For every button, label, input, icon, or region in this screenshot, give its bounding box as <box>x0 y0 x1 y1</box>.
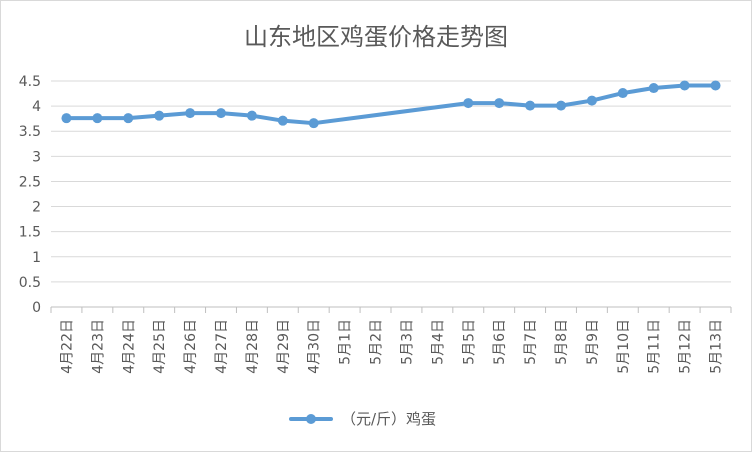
x-tick-label: 5月8日 <box>554 319 570 365</box>
y-tick-label: 2 <box>32 200 41 216</box>
x-tick-label: 5月7日 <box>523 319 539 365</box>
gridlines <box>51 80 731 283</box>
x-tick-label: 5月1日 <box>338 319 354 365</box>
data-point <box>556 100 566 111</box>
legend[interactable]: （元/斤）鸡蛋 <box>289 410 436 428</box>
x-tick-label: 5月4日 <box>430 319 446 365</box>
x-tick-label: 5月5日 <box>461 319 477 365</box>
data-point <box>123 113 134 124</box>
data-point <box>586 95 597 106</box>
data-point <box>525 100 536 111</box>
x-tick-label: 5月6日 <box>492 319 508 365</box>
x-tick-label: 4月23日 <box>90 319 106 374</box>
x-tick-label: 4月29日 <box>276 319 292 374</box>
data-point <box>617 88 628 99</box>
y-tick-label: 3 <box>32 149 41 165</box>
data-point <box>277 115 288 126</box>
data-point <box>710 80 721 91</box>
data-point <box>308 118 319 129</box>
x-tick-label: 4月30日 <box>307 319 323 374</box>
y-tick-label: 1.5 <box>19 225 41 241</box>
x-tick-labels: 4月22日 4月23日 4月24日 4月25日 4月26日 4月27日 4月28日 4月29日… <box>59 319 724 374</box>
x-tick-label: 4月27日 <box>214 319 230 374</box>
y-tick-label: 3.5 <box>19 124 41 140</box>
x-tick-label: 4月28日 <box>245 319 261 374</box>
x-tick-label: 5月2日 <box>369 319 385 365</box>
x-tick-label: 5月9日 <box>585 319 601 365</box>
y-tick-labels: 0 0.5 1 1.5 2 2.5 3 3.5 4 4.5 <box>19 74 41 316</box>
y-tick-label: 4.5 <box>19 74 41 90</box>
data-point <box>246 110 257 121</box>
legend-marker <box>306 414 316 424</box>
x-tick-label: 4月25日 <box>152 319 168 374</box>
x-tick-label: 5月3日 <box>399 319 415 365</box>
y-tick-label: 1 <box>32 250 41 266</box>
chart-title: 山东地区鸡蛋价格走势图 <box>244 23 508 51</box>
series-line <box>61 80 721 129</box>
y-tick-label: 4 <box>32 99 41 115</box>
data-point <box>494 98 505 109</box>
x-tick-label: 4月22日 <box>59 319 75 374</box>
data-point <box>679 80 690 91</box>
series-line-path <box>64 83 718 126</box>
x-tick-label: 4月24日 <box>121 319 137 374</box>
y-tick-label: 0 <box>32 300 41 316</box>
data-point <box>463 98 474 109</box>
x-tick-label: 5月12日 <box>678 319 694 374</box>
y-tick-label: 0.5 <box>19 275 41 291</box>
data-point <box>216 108 226 119</box>
data-point <box>185 108 196 119</box>
x-tick-label: 5月13日 <box>709 319 725 374</box>
y-tick-label: 2.5 <box>19 174 41 190</box>
data-point <box>154 110 165 121</box>
x-tick-label: 5月10日 <box>616 319 632 374</box>
legend-label: （元/斤）鸡蛋 <box>341 410 436 428</box>
x-tick-label: 5月11日 <box>647 319 663 374</box>
data-point <box>92 113 103 124</box>
data-point <box>648 83 659 94</box>
x-tick-label: 4月26日 <box>183 319 199 374</box>
data-point <box>61 113 72 124</box>
axes <box>50 306 732 313</box>
